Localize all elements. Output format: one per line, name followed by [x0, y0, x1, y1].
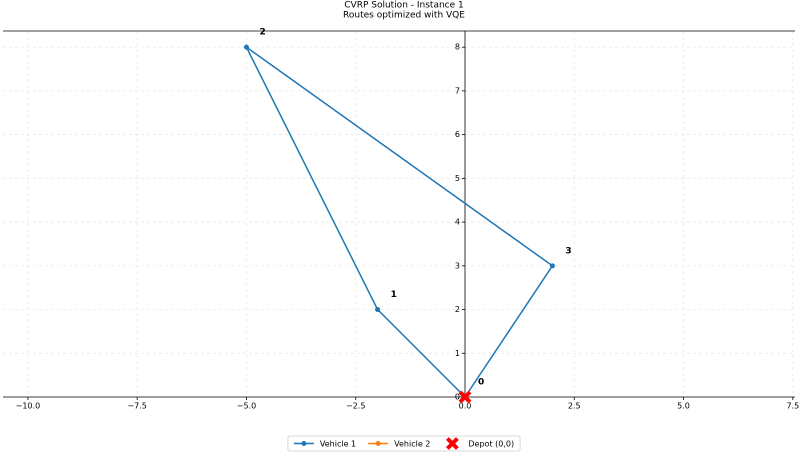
x-tick-label: 5.0 — [677, 402, 690, 411]
legend-box — [287, 435, 521, 452]
point — [243, 44, 249, 50]
x-tick-label: 0.0 — [459, 402, 472, 411]
x-tick-label: −7.5 — [127, 402, 146, 411]
x-tick-label: 2.5 — [568, 402, 581, 411]
point — [375, 307, 381, 313]
legend-label: Vehicle 2 — [394, 440, 430, 449]
y-tick-label: 2 — [455, 305, 460, 314]
y-tick-label: 7 — [455, 86, 460, 95]
node-label: 3 — [565, 246, 571, 256]
y-tick-label: 4 — [455, 218, 460, 227]
legend-marker — [301, 441, 307, 446]
y-tick-label: 8 — [455, 43, 460, 52]
node-label: 1 — [391, 290, 397, 300]
point — [549, 263, 555, 269]
x-tick-label: −10.0 — [16, 402, 41, 411]
x-tick-label: 7.5 — [786, 402, 799, 411]
legend-label: Depot (0,0) — [468, 440, 514, 449]
depot-marker — [458, 390, 472, 404]
legend: Vehicle 1 Vehicle 2 Depot (0,0) — [287, 435, 521, 452]
x-tick-label: −5.0 — [237, 402, 256, 411]
y-tick-label: 3 — [455, 261, 460, 270]
node-label: 2 — [259, 28, 265, 38]
y-tick-label: 1 — [455, 349, 460, 358]
x-tick-label: −2.5 — [346, 402, 365, 411]
y-tick-label: 5 — [455, 174, 460, 183]
y-tick-label: 6 — [455, 130, 460, 139]
chart-title: CVRP Solution - Instance 1 — [344, 1, 463, 11]
legend-marker — [445, 437, 459, 450]
node-label: 0 — [478, 378, 484, 388]
legend-marker — [375, 441, 381, 446]
chart-subtitle: Routes optimized with VQE — [343, 11, 465, 21]
legend-label: Vehicle 1 — [320, 440, 356, 449]
